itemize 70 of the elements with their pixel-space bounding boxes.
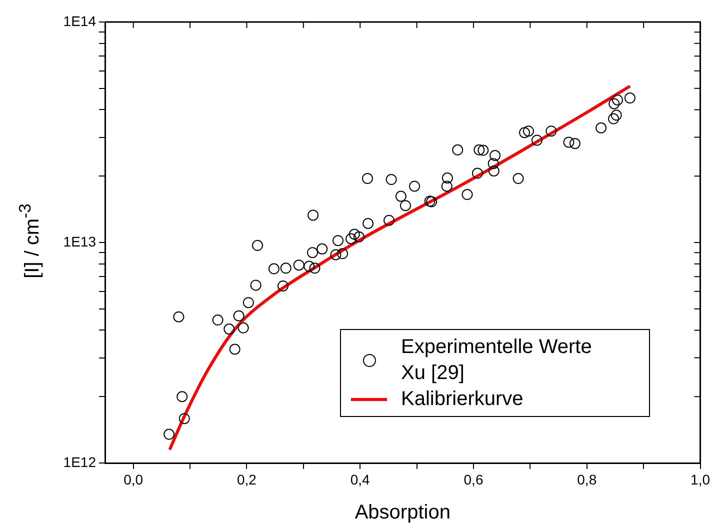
- point: [488, 165, 500, 176]
- x-tick-label: 0,0: [124, 471, 144, 488]
- point: [176, 391, 188, 402]
- point: [442, 172, 453, 184]
- point: [490, 150, 501, 162]
- point: [596, 122, 607, 134]
- x-tick-label: 0,2: [236, 471, 257, 488]
- point: [346, 233, 357, 244]
- point: [563, 136, 574, 148]
- legend-label: Experimentelle Werte Xu [29]: [401, 335, 593, 386]
- y-tick-label: 1E13: [63, 233, 96, 250]
- y-tick-label: 1E12: [63, 454, 96, 470]
- point: [608, 113, 620, 124]
- point: [362, 173, 373, 184]
- x-tick-label: 0,4: [350, 471, 370, 488]
- point: [362, 218, 374, 229]
- point: [306, 247, 318, 258]
- x-tick-label: 0,6: [464, 471, 484, 488]
- point: [409, 180, 420, 192]
- point: [612, 94, 623, 106]
- point: [610, 110, 622, 121]
- point: [242, 297, 254, 308]
- point: [386, 174, 397, 186]
- point: [173, 311, 184, 322]
- point: [546, 126, 557, 137]
- point: [474, 144, 485, 156]
- point: [395, 190, 406, 202]
- point: [348, 228, 360, 240]
- point: [293, 260, 304, 271]
- point: [452, 144, 464, 156]
- point: [316, 243, 328, 254]
- point: [330, 249, 342, 260]
- point: [441, 180, 452, 192]
- point: [384, 214, 395, 226]
- point: [229, 344, 240, 355]
- point: [250, 280, 262, 291]
- point: [332, 235, 344, 246]
- point: [531, 134, 542, 146]
- point: [472, 168, 483, 179]
- point: [519, 127, 530, 138]
- x-tick-label: 1,0: [690, 471, 710, 488]
- point: [308, 210, 319, 221]
- point: [624, 92, 636, 104]
- point: [512, 173, 524, 184]
- point: [278, 280, 289, 292]
- point: [212, 314, 224, 326]
- point: [224, 324, 235, 335]
- point: [304, 260, 315, 272]
- point: [353, 231, 364, 242]
- point: [238, 322, 249, 334]
- point: [569, 138, 580, 150]
- point: [252, 240, 264, 251]
- point: [309, 262, 320, 274]
- point: [178, 413, 190, 424]
- point: [478, 144, 489, 156]
- point: [488, 158, 499, 170]
- x-axis-title: Absorption: [354, 502, 450, 524]
- point: [462, 189, 473, 200]
- point: [400, 200, 411, 212]
- point: [268, 263, 280, 274]
- point: [233, 310, 244, 322]
- line-series: [168, 84, 632, 452]
- point: [608, 98, 620, 110]
- y-tick-label: 1E14: [63, 12, 96, 29]
- x-tick-label: 0,8: [577, 471, 597, 488]
- point: [337, 248, 348, 260]
- point: [164, 428, 175, 440]
- point: [280, 262, 292, 274]
- point: [522, 126, 534, 137]
- legend-label: Kalibrierkurve: [401, 387, 524, 412]
